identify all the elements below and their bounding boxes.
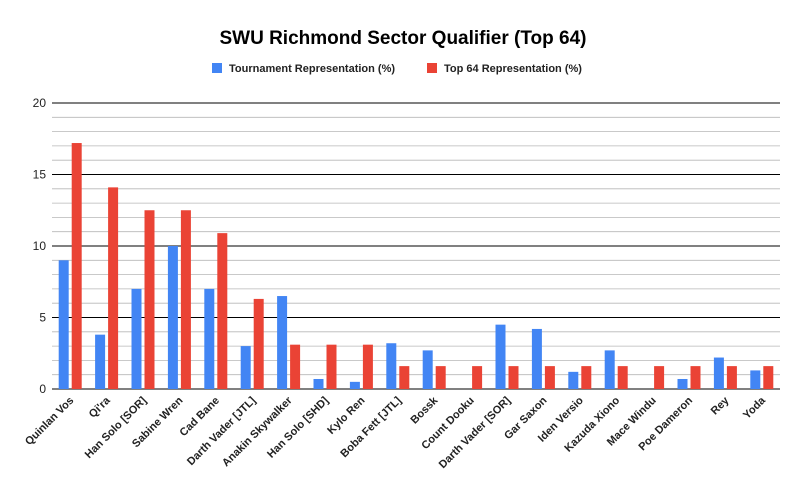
y-tick-label: 10: [33, 239, 47, 253]
y-tick-label: 20: [33, 96, 47, 110]
bar-han-solo-sor-top64: [144, 210, 155, 389]
bar-kylo-ren-tournament: [349, 381, 360, 389]
bar-cad-bane-top64: [217, 233, 228, 389]
x-tick-label: Han Solo [SOR]: [83, 394, 150, 461]
bar-iden-versio-top64: [581, 366, 592, 389]
bar-quinlan-vos-top64: [71, 143, 82, 389]
bar-kazuda-xiono-tournament: [604, 350, 615, 389]
y-tick-label: 15: [33, 168, 47, 182]
bar-boba-fett-jtl-tournament: [386, 343, 397, 389]
x-tick-label: Yoda: [741, 394, 769, 422]
bar-han-solo-shd-tournament: [313, 378, 324, 389]
bar-kylo-ren-top64: [362, 344, 373, 389]
bar-mace-windu-top64: [654, 366, 665, 389]
x-tick-label: Qi'ra: [87, 394, 114, 421]
bar-rey-top64: [726, 366, 737, 389]
bar-count-dooku-top64: [472, 366, 483, 389]
bar-rey-tournament: [713, 357, 724, 389]
legend-label: Tournament Representation (%): [229, 63, 395, 75]
bar-sabine-wren-tournament: [167, 246, 178, 389]
bar-yoda-tournament: [750, 370, 761, 389]
bar-darth-vader-sor-top64: [508, 366, 519, 389]
x-tick-label: Han Solo [SHD]: [265, 394, 331, 460]
bar-han-solo-sor-tournament: [131, 288, 142, 389]
chart-legend: Tournament Representation (%) Top 64 Repr…: [212, 63, 582, 75]
bar-yoda-top64: [763, 366, 774, 389]
bar-kazuda-xiono-top64: [617, 366, 628, 389]
x-tick-label: Darth Vader [JTL]: [185, 394, 259, 468]
bar-quinlan-vos-tournament: [58, 260, 69, 389]
legend-swatch: [427, 63, 437, 73]
legend-label: Top 64 Representation (%): [444, 63, 582, 75]
chart-bars: [58, 143, 774, 389]
x-tick-label: Quinlan Vos: [23, 395, 76, 448]
chart-gridlines: [52, 102, 780, 390]
bar-boba-fett-jtl-top64: [399, 366, 410, 389]
bar-poe-dameron-tournament: [677, 378, 688, 389]
y-tick-label: 5: [39, 311, 46, 325]
bar-bossk-tournament: [422, 350, 433, 389]
y-tick-label: 0: [39, 382, 46, 396]
bar-iden-versio-tournament: [568, 371, 579, 389]
chart-title: SWU Richmond Sector Qualifier (Top 64): [219, 28, 586, 49]
bar-anakin-skywalker-top64: [290, 344, 301, 389]
bar-darth-vader-jtl-top64: [253, 298, 264, 389]
x-tick-label: Rey: [709, 394, 732, 417]
bar-poe-dameron-top64: [690, 366, 701, 389]
bar-bossk-top64: [435, 366, 446, 389]
bar-sabine-wren-top64: [180, 210, 191, 389]
y-axis-ticks: 0 5 10 15 20: [33, 96, 47, 396]
bar-qi-ra-top64: [108, 187, 119, 389]
bar-anakin-skywalker-tournament: [277, 296, 288, 389]
bar-gar-saxon-top64: [544, 366, 555, 389]
x-tick-label: Bossk: [408, 394, 440, 426]
bar-darth-vader-sor-tournament: [495, 324, 506, 389]
bar-darth-vader-jtl-tournament: [240, 346, 251, 389]
legend-swatch: [212, 63, 222, 73]
bar-cad-bane-tournament: [204, 288, 215, 389]
x-tick-label: Anakin Skywalker: [220, 394, 295, 469]
bar-han-solo-shd-top64: [326, 344, 337, 389]
bar-gar-saxon-tournament: [531, 328, 542, 389]
bar-qi-ra-tournament: [95, 334, 106, 389]
